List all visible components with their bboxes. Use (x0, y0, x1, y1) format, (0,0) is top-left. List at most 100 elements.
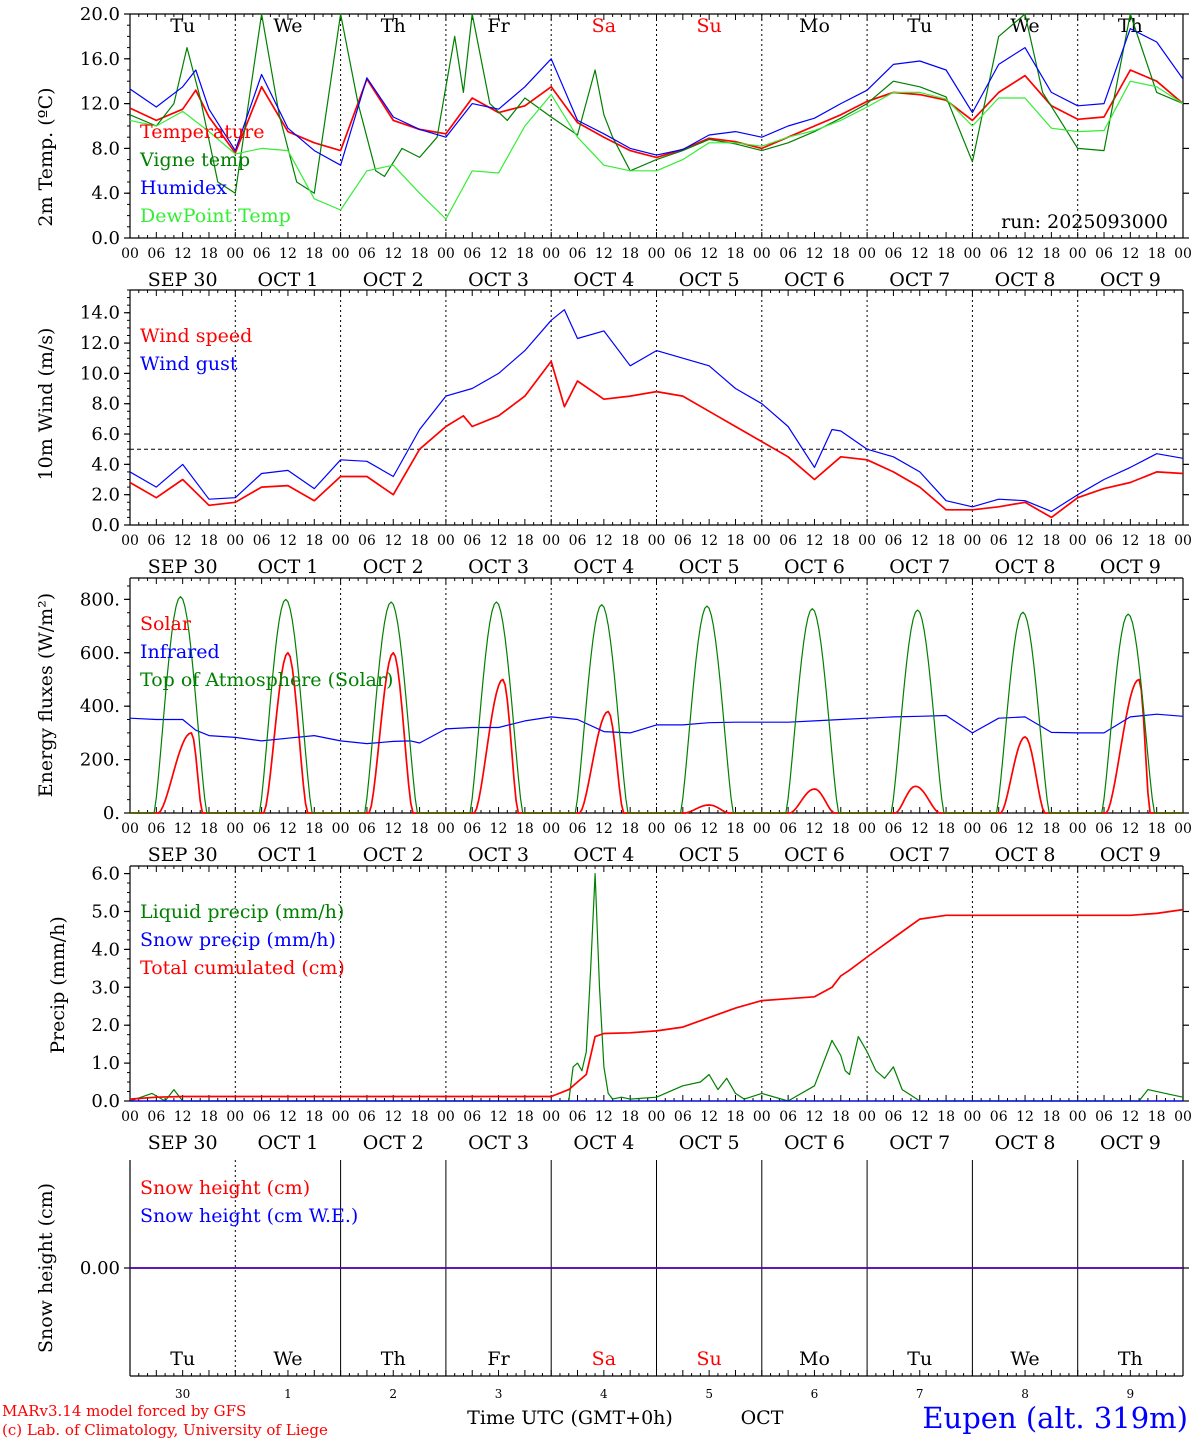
day-name-label: We (1010, 15, 1039, 37)
legend-solar: Solar (140, 613, 192, 635)
hour-label: 18 (937, 533, 955, 549)
day-name-label: Th (1118, 1348, 1143, 1370)
vigne-temp-line (130, 13, 1183, 194)
y-axis-title: Snow height (cm) (35, 1183, 57, 1353)
date-label: OCT 4 (573, 556, 634, 578)
hour-label: 00 (542, 246, 560, 262)
hour-label: 12 (279, 246, 297, 262)
date-label: OCT 9 (1100, 844, 1161, 866)
hour-label: 12 (595, 533, 613, 549)
hour-label: 18 (937, 821, 955, 837)
hour-label: 18 (411, 821, 429, 837)
day-name-label: Tu (907, 15, 932, 37)
y-tick-label: 12.0 (80, 333, 120, 354)
hour-label: 00 (437, 1109, 455, 1125)
hour-label: 06 (990, 533, 1008, 549)
date-label: OCT 6 (784, 1132, 845, 1154)
date-label: OCT 8 (995, 1132, 1056, 1154)
day-name-label: Tu (170, 15, 195, 37)
hour-label: 12 (1016, 246, 1034, 262)
y-tick-label: 5.0 (91, 901, 120, 922)
date-label: OCT 3 (468, 556, 529, 578)
hour-label: 18 (832, 533, 850, 549)
hour-label: 18 (200, 1109, 218, 1125)
date-label: OCT 5 (679, 556, 740, 578)
hour-label: 12 (490, 821, 508, 837)
hour-label: 06 (990, 1109, 1008, 1125)
hour-label: 18 (937, 1109, 955, 1125)
hour-label: 00 (121, 533, 139, 549)
hour-label: 00 (858, 821, 876, 837)
date-label: OCT 4 (573, 1132, 634, 1154)
hour-label: 12 (700, 1109, 718, 1125)
hour-label: 00 (121, 246, 139, 262)
legend-wind-speed: Wind speed (140, 325, 252, 347)
date-label: OCT 2 (363, 556, 424, 578)
legend-dewpoint-temp: DewPoint Temp (140, 205, 291, 227)
wind-speed-line (130, 360, 1183, 519)
hour-label: 18 (621, 1109, 639, 1125)
date-label: OCT 1 (257, 269, 318, 291)
temperature-panel: 0.0 4.0 8.0 12.0 16.0 20.0 00 06 12 18 SEP 30 00 06 1… (35, 4, 1192, 291)
hour-label: 06 (253, 1109, 271, 1125)
hour-label: 06 (885, 1109, 903, 1125)
day-number-label: 8 (1021, 1387, 1029, 1401)
hour-label: 00 (332, 533, 350, 549)
hour-label: 06 (147, 1109, 165, 1125)
hour-label: 18 (516, 1109, 534, 1125)
hour-label: 12 (700, 821, 718, 837)
date-label: SEP 30 (148, 844, 218, 866)
hour-label: 00 (226, 533, 244, 549)
y-axis-title: Precip (mm/h) (47, 916, 69, 1054)
hour-label: 00 (753, 821, 771, 837)
hour-label: 18 (937, 246, 955, 262)
date-label: OCT 6 (784, 556, 845, 578)
hour-label: 12 (279, 533, 297, 549)
hour-label: 12 (700, 533, 718, 549)
hour-label: 06 (569, 1109, 587, 1125)
hour-label: 06 (358, 246, 376, 262)
date-label: OCT 6 (784, 844, 845, 866)
hour-label: 00 (963, 1109, 981, 1125)
date-label: OCT 7 (889, 556, 950, 578)
hour-label: 12 (490, 1109, 508, 1125)
y-tick-label: 10.0 (80, 363, 120, 384)
date-label: OCT 9 (1100, 269, 1161, 291)
day-name-label: We (1010, 1348, 1039, 1370)
precip-panel: 0.0 1.0 2.0 3.0 4.0 5.0 6.0 00 06 12 18 SEP 30 00 06 1… (47, 864, 1192, 1154)
hour-label: 06 (147, 533, 165, 549)
hour-label: 18 (1148, 533, 1166, 549)
legend-liquid-precip-mm-h: Liquid precip (mm/h) (140, 901, 344, 923)
hour-label: 00 (542, 1109, 560, 1125)
hour-label: 18 (727, 533, 745, 549)
hour-label: 18 (621, 533, 639, 549)
hour-label: 06 (358, 533, 376, 549)
y-tick-label: 2.0 (91, 485, 120, 506)
month-label: OCT (741, 1407, 784, 1429)
humidex-line (130, 28, 1183, 166)
day-name-label: We (273, 15, 302, 37)
hour-label: 06 (779, 246, 797, 262)
day-name-label: Su (697, 15, 722, 37)
hour-label: 00 (226, 246, 244, 262)
hour-label: 06 (253, 246, 271, 262)
hour-label: 00 (437, 246, 455, 262)
y-tick-label: 4.0 (91, 183, 120, 204)
day-name-label: Tu (907, 1348, 932, 1370)
y-tick-label: 0.0 (91, 1091, 120, 1112)
hour-label: 00 (121, 1109, 139, 1125)
energy-panel: 0. 200. 400. 600. 800. 00 06 12 18 SEP 30 00 06 12 18… (35, 577, 1192, 866)
hour-label: 12 (806, 821, 824, 837)
hour-label: 00 (753, 533, 771, 549)
date-label: OCT 8 (995, 844, 1056, 866)
hour-label: 00 (648, 1109, 666, 1125)
hour-label: 00 (1069, 246, 1087, 262)
hour-label: 00 (963, 821, 981, 837)
hour-label: 18 (832, 821, 850, 837)
day-number-label: 30 (175, 1387, 190, 1401)
date-label: OCT 9 (1100, 1132, 1161, 1154)
hour-label: 18 (305, 821, 323, 837)
legend-temperature: Temperature (140, 121, 264, 143)
temperature-line (130, 69, 1183, 159)
hour-label: 18 (411, 1109, 429, 1125)
